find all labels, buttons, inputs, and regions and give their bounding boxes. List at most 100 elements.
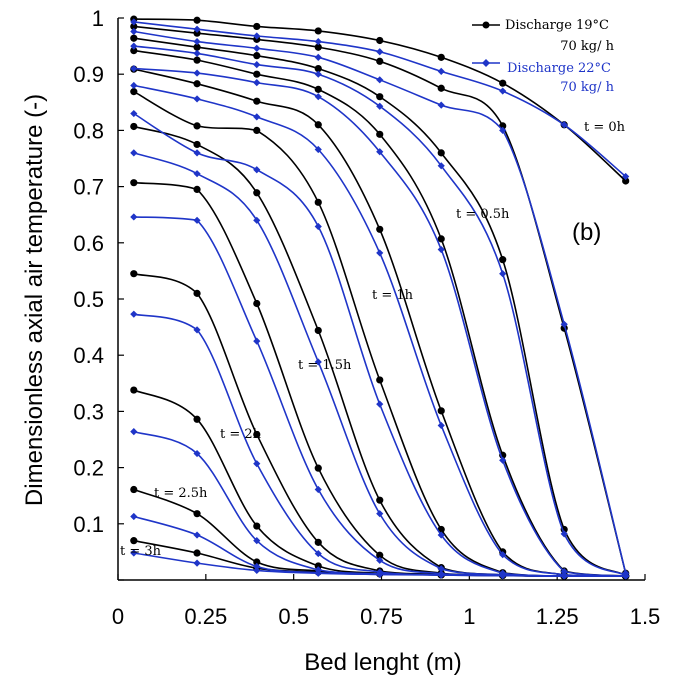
data-point [314,464,322,472]
data-point [560,530,568,538]
series-line [133,21,627,178]
series-layer [130,15,630,580]
data-point [130,537,138,545]
data-point [499,256,507,264]
data-point [499,79,507,87]
data-point [130,270,138,278]
data-point [193,95,201,103]
data-point [376,400,384,408]
series-line [133,67,626,577]
data-point [314,549,322,558]
data-point [130,81,138,90]
data-point [253,522,261,530]
data-point [437,421,445,430]
data-point [314,43,322,51]
axes-layer [117,18,645,581]
data-point [193,549,201,557]
annotation-t-2h: t = 2h [220,427,262,442]
data-point [314,358,322,366]
data-point [376,551,384,559]
data-point [130,22,138,31]
data-point [376,376,384,384]
data-point [193,170,201,178]
data-point [130,386,138,394]
data-point [376,225,384,233]
y-tick-label: 0.7 [73,175,104,200]
data-point [253,537,261,545]
data-point [560,572,568,580]
data-point [253,44,261,52]
data-point [499,270,507,278]
data-point [437,101,445,109]
series-line [133,84,626,577]
data-point [376,102,384,110]
legend: Discharge 19°C 70 kg/ h Discharge 22°C 7… [472,18,615,95]
data-point [499,87,507,95]
series-line [133,30,627,574]
data-point [314,569,322,577]
annotation-t-0h: t = 0h [584,120,626,135]
data-point [314,121,322,129]
data-point [376,496,384,504]
data-point [130,42,138,50]
data-point [253,460,261,468]
data-point [253,337,261,345]
data-point [376,249,384,257]
data-point [193,415,201,423]
data-point [560,121,568,129]
data-point [193,43,201,51]
data-point [130,34,138,42]
data-point [499,456,507,464]
data-point [253,52,261,60]
data-point [314,562,322,570]
data-point [314,64,322,73]
y-tick-label: 0.1 [73,512,104,537]
data-point [193,140,201,149]
data-point [253,216,261,224]
data-point [437,149,445,157]
data-point [130,213,138,221]
y-tick-label: 0.6 [73,231,104,256]
y-axis-title: Dimensionless axial air temperature (-) [21,94,48,506]
data-point [253,113,261,121]
data-point [376,570,384,578]
data-point [376,76,384,84]
data-point [499,551,507,559]
data-point [130,27,138,36]
data-point [193,25,201,33]
annotation-t-1h: t = 1h [372,288,414,303]
legend-marker-discharge-22 [482,59,490,67]
data-point [314,38,322,46]
data-point [193,16,201,24]
data-point [193,149,201,157]
series-line [133,45,627,577]
legend-label-discharge-19: Discharge 19°C [505,18,609,33]
y-tick-label: 1 [92,6,104,31]
data-point [314,70,322,78]
data-point [376,556,384,564]
data-point [437,84,445,92]
data-point [499,571,507,580]
data-point [314,485,322,494]
data-point [437,235,445,243]
data-point [130,46,138,55]
series-line [133,49,626,577]
data-point [193,49,201,58]
data-point [193,80,201,88]
x-tick-label: 1 [463,604,475,629]
series-discharge-22 [130,18,630,580]
annotation-t-2-5h: t = 2.5h [154,486,208,501]
data-point [130,149,138,157]
data-point [193,38,201,46]
data-point [130,428,138,436]
data-point [437,245,445,254]
data-point [499,126,507,134]
x-tick-label: 1.25 [536,604,579,629]
panel-label: (b) [572,219,601,246]
data-point [130,179,138,187]
x-tick-label: 0.5 [278,604,309,629]
data-point [314,198,322,206]
data-point [376,148,384,156]
legend-sublabel-discharge-22: 70 kg/ h [560,80,614,95]
